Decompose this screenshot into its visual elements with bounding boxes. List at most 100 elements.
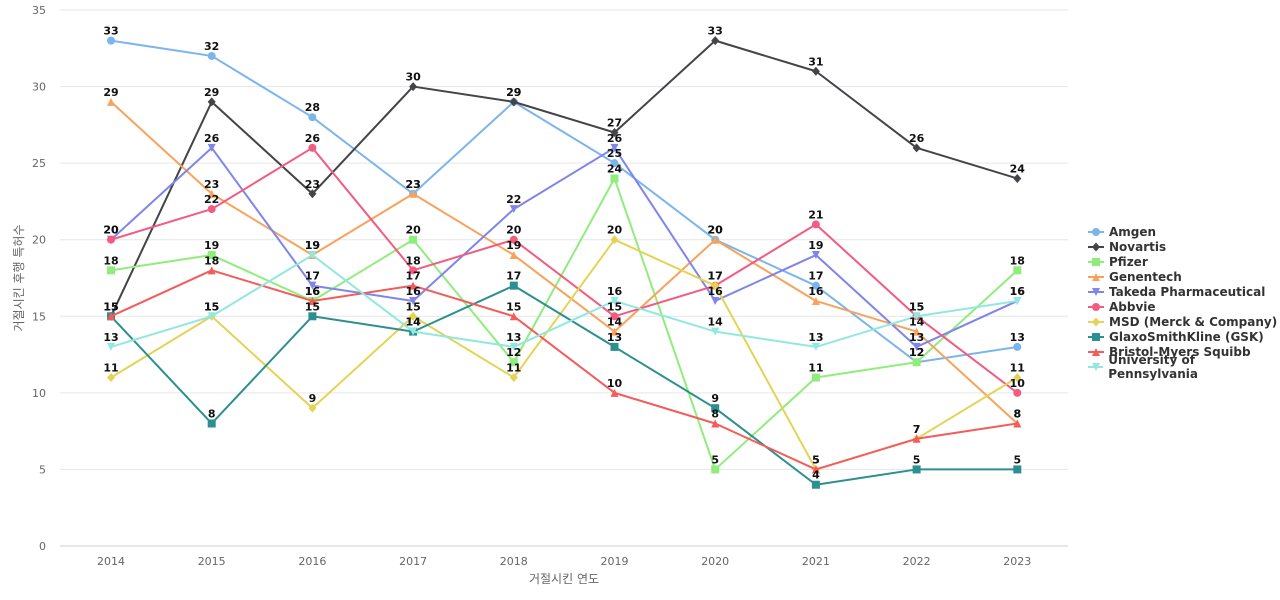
data-point[interactable] xyxy=(610,342,619,351)
data-point[interactable] xyxy=(509,97,518,107)
series-line-novartis[interactable] xyxy=(110,39,1019,318)
data-point[interactable] xyxy=(811,296,820,305)
data-point[interactable] xyxy=(811,66,820,76)
data-point[interactable] xyxy=(509,281,518,290)
data-point[interactable] xyxy=(912,327,921,336)
legend-item-university-of-pennsylvania[interactable]: University of Pennsylvania xyxy=(1088,353,1280,381)
data-point[interactable] xyxy=(711,404,720,413)
series-line-takeda-pharmaceutical[interactable] xyxy=(110,146,1019,348)
data-point[interactable] xyxy=(811,220,820,229)
data-point[interactable] xyxy=(409,281,418,290)
data-point[interactable] xyxy=(610,128,619,138)
legend-item-pfizer[interactable]: Pfizer xyxy=(1088,254,1280,269)
data-point[interactable] xyxy=(207,251,216,260)
data-point[interactable] xyxy=(912,143,921,153)
data-point[interactable] xyxy=(610,159,619,168)
series-line-amgen[interactable] xyxy=(110,39,1019,364)
data-point[interactable] xyxy=(711,296,720,305)
data-point[interactable] xyxy=(1013,266,1022,275)
series-line-bristol-myers-squibb[interactable] xyxy=(110,269,1019,471)
data-point[interactable] xyxy=(610,327,619,336)
data-point[interactable] xyxy=(912,342,921,351)
data-point[interactable] xyxy=(207,97,216,107)
data-point[interactable] xyxy=(509,373,518,383)
series-line-glaxosmithkline-gsk[interactable] xyxy=(110,284,1019,486)
data-point[interactable] xyxy=(610,235,619,245)
data-point[interactable] xyxy=(610,312,619,321)
data-point[interactable] xyxy=(811,465,820,474)
data-point[interactable] xyxy=(811,281,820,290)
legend-item-takeda-pharmaceutical[interactable]: Takeda Pharmaceutical xyxy=(1088,284,1280,299)
data-point[interactable] xyxy=(207,143,216,152)
data-point[interactable] xyxy=(509,342,518,351)
legend-item-amgen[interactable]: Amgen xyxy=(1088,224,1280,239)
data-point[interactable] xyxy=(409,82,418,92)
data-point[interactable] xyxy=(711,327,720,336)
data-point[interactable] xyxy=(308,296,317,305)
data-point[interactable] xyxy=(912,465,921,474)
data-point[interactable] xyxy=(409,189,418,198)
data-point[interactable] xyxy=(107,266,115,275)
data-point[interactable] xyxy=(610,296,619,305)
data-point[interactable] xyxy=(107,36,115,45)
data-point[interactable] xyxy=(912,434,921,443)
series-line-pfizer[interactable] xyxy=(110,177,1019,471)
data-point[interactable] xyxy=(912,358,921,367)
data-point[interactable] xyxy=(308,189,317,199)
data-point[interactable] xyxy=(509,251,518,260)
legend-item-novartis[interactable]: Novartis xyxy=(1088,239,1280,254)
series-line-abbvie[interactable] xyxy=(110,146,1019,394)
data-point[interactable] xyxy=(509,358,518,367)
data-point[interactable] xyxy=(610,174,619,183)
data-point[interactable] xyxy=(207,51,216,60)
data-point[interactable] xyxy=(409,311,418,321)
data-point[interactable] xyxy=(711,235,720,244)
data-point[interactable] xyxy=(107,235,115,244)
data-point[interactable] xyxy=(107,373,115,383)
data-point[interactable] xyxy=(1013,296,1022,305)
data-point[interactable] xyxy=(308,403,317,413)
data-point[interactable] xyxy=(711,281,720,291)
data-point[interactable] xyxy=(509,312,518,321)
data-point[interactable] xyxy=(509,205,518,214)
legend-item-bristol-myers-squibb[interactable]: Bristol-Myers Squibb xyxy=(1088,344,1280,359)
data-point[interactable] xyxy=(711,36,720,46)
legend-item-msd-merck-company[interactable]: MSD (Merck & Company) xyxy=(1088,314,1280,329)
data-point[interactable] xyxy=(308,113,317,122)
data-point[interactable] xyxy=(409,296,418,305)
data-point[interactable] xyxy=(107,97,115,106)
legend-item-abbvie[interactable]: Abbvie xyxy=(1088,299,1280,314)
data-point[interactable] xyxy=(1013,419,1022,428)
data-point[interactable] xyxy=(409,327,418,336)
data-point[interactable] xyxy=(610,388,619,397)
data-point[interactable] xyxy=(509,235,518,244)
data-point[interactable] xyxy=(308,143,317,152)
data-point[interactable] xyxy=(308,251,317,260)
data-point[interactable] xyxy=(811,251,820,260)
data-point[interactable] xyxy=(207,189,216,198)
data-point[interactable] xyxy=(107,342,115,351)
data-point[interactable] xyxy=(711,465,720,474)
data-point[interactable] xyxy=(207,419,216,428)
data-point[interactable] xyxy=(1013,388,1022,397)
data-point[interactable] xyxy=(1013,342,1022,351)
data-point[interactable] xyxy=(107,312,115,321)
data-point[interactable] xyxy=(207,312,216,321)
data-point[interactable] xyxy=(207,205,216,214)
series-line-genentech[interactable] xyxy=(110,100,1019,425)
data-point[interactable] xyxy=(308,281,317,290)
data-point[interactable] xyxy=(207,266,216,275)
legend-item-glaxosmithkline-gsk[interactable]: GlaxoSmithKline (GSK) xyxy=(1088,329,1280,344)
data-point[interactable] xyxy=(811,480,820,489)
data-point[interactable] xyxy=(1013,373,1022,383)
data-point[interactable] xyxy=(308,312,317,321)
data-point[interactable] xyxy=(811,342,820,351)
data-point[interactable] xyxy=(409,266,418,275)
data-point[interactable] xyxy=(711,419,720,428)
series-line-university-of-pennsylvania[interactable] xyxy=(110,254,1019,348)
data-point[interactable] xyxy=(409,235,418,244)
data-point[interactable] xyxy=(610,143,619,152)
data-point[interactable] xyxy=(811,373,820,382)
data-point[interactable] xyxy=(1013,173,1022,183)
data-point[interactable] xyxy=(1013,465,1022,474)
